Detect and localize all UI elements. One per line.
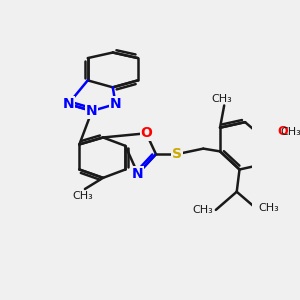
Text: O: O (277, 125, 288, 138)
Text: N: N (86, 104, 98, 118)
Text: S: S (172, 147, 182, 161)
Text: N: N (110, 97, 122, 111)
Text: CH₃: CH₃ (72, 191, 93, 202)
Text: N: N (132, 167, 144, 181)
Text: CH₃: CH₃ (193, 205, 213, 215)
Text: CH₃: CH₃ (259, 203, 280, 214)
Text: CH₃: CH₃ (211, 94, 232, 104)
Text: CH₃: CH₃ (281, 127, 300, 137)
Text: N: N (62, 97, 74, 111)
Text: O: O (140, 126, 152, 140)
